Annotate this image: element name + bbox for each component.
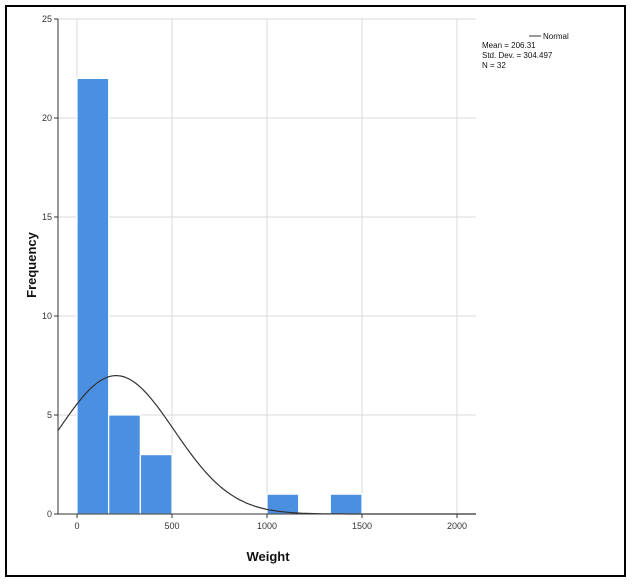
y-tick-label: 20 xyxy=(42,113,52,123)
y-tick-label: 0 xyxy=(47,509,52,519)
y-tick-label: 25 xyxy=(42,14,52,24)
y-axis-title: Frequency xyxy=(24,231,39,298)
histogram-bar xyxy=(329,493,363,515)
histogram-bars xyxy=(76,77,363,515)
x-tick-label: 2000 xyxy=(447,521,467,531)
legend-std-dev: Std. Dev. = 304.497 xyxy=(482,51,553,60)
histogram-bar xyxy=(108,414,141,515)
x-tick-label: 1000 xyxy=(257,521,277,531)
y-tick-label: 10 xyxy=(42,311,52,321)
histogram-bar xyxy=(266,493,300,515)
axes xyxy=(54,18,476,518)
x-tick-label: 0 xyxy=(74,521,79,531)
y-tick-label: 15 xyxy=(42,212,52,222)
x-axis-title: Weight xyxy=(246,549,290,564)
histogram-bar xyxy=(139,454,173,515)
x-tick-label: 500 xyxy=(164,521,179,531)
legend-label-normal: Normal xyxy=(543,32,569,41)
legend: Normal Mean = 206.31 Std. Dev. = 304.497… xyxy=(482,32,569,70)
tick-labels: 0 5 10 15 20 25 0 500 1000 1500 2000 xyxy=(42,14,467,531)
x-tick-label: 1500 xyxy=(352,521,372,531)
legend-n: N = 32 xyxy=(482,61,506,70)
legend-mean: Mean = 206.31 xyxy=(482,41,536,50)
y-tick-label: 5 xyxy=(47,410,52,420)
histogram-bar xyxy=(76,77,110,515)
